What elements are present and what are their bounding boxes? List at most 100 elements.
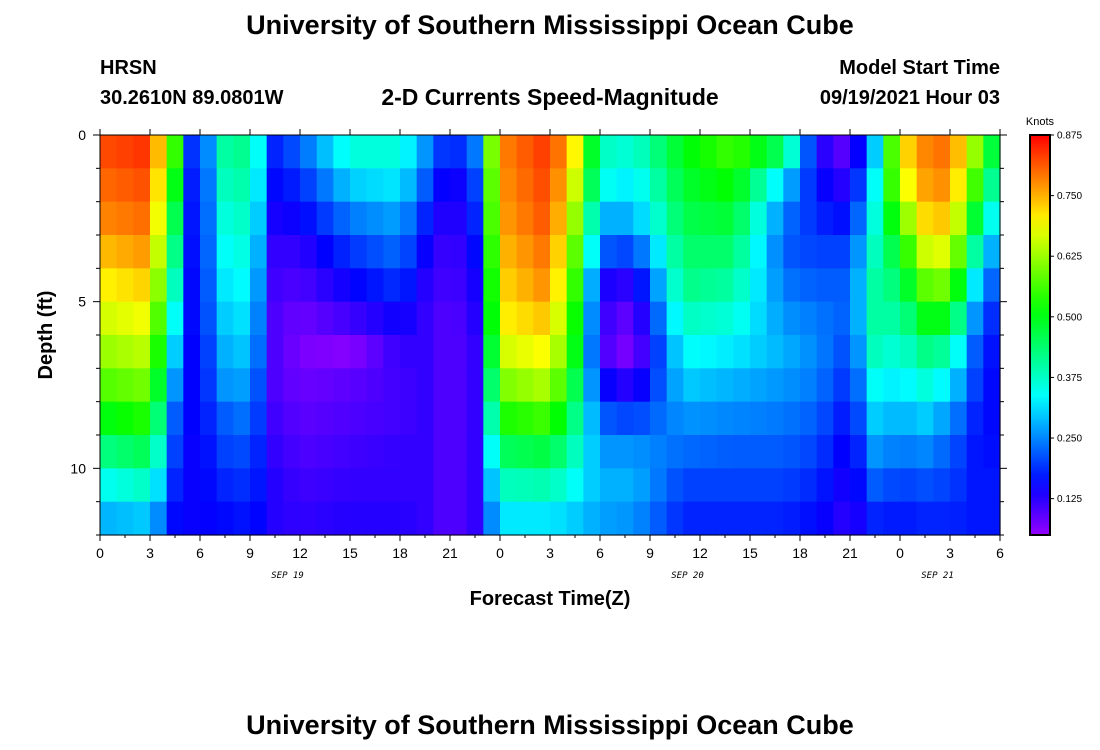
heatmap-cell [283,335,301,369]
heatmap-cell [966,335,984,369]
heatmap-cell [600,368,618,403]
heatmap-cell [850,335,868,369]
heatmap-cell [683,468,701,503]
heatmap-cell [883,201,901,236]
heatmap-cell [133,368,151,403]
heatmap-cell [800,135,818,169]
heatmap-cell [216,268,234,303]
heatmap-cell [200,401,218,436]
heatmap-cell [883,168,901,203]
heatmap-cell [116,435,134,469]
heatmap-cell [400,335,418,369]
heatmap-cell [516,301,534,336]
heatmap-cell [550,435,568,469]
heatmap-cell [650,235,668,269]
heatmap-cell [300,501,318,536]
heatmap-cell [950,468,968,503]
heatmap-cell [283,501,301,536]
heatmap-cell [916,468,934,503]
heatmap-cell [950,401,968,436]
heatmap-cell [666,168,684,203]
heatmap-cell [300,468,318,503]
heatmap-cell [916,368,934,403]
heatmap-cell [983,401,1001,436]
heatmap-cell [216,235,234,269]
heatmap-cell [566,168,584,203]
heatmap-cell [350,401,368,436]
heatmap-cell [383,468,401,503]
heatmap-cell [550,468,568,503]
x-tick-label: 0 [496,545,504,561]
heatmap-cell [866,301,884,336]
heatmap-cell [966,201,984,236]
heatmap-cell [566,368,584,403]
heatmap-cell [750,135,768,169]
heatmap-cell [933,168,951,203]
heatmap-cell [116,401,134,436]
heatmap-cell [716,468,734,503]
heatmap-cell [750,268,768,303]
heatmap-cell [216,168,234,203]
heatmap-cell [100,501,118,536]
heatmap-cell [366,301,384,336]
model-start-label: Model Start Time [839,57,1000,79]
heatmap-cell [716,301,734,336]
x-tick-label: 21 [842,545,858,561]
heatmap-cell [100,168,118,203]
heatmap-cell [200,201,218,236]
heatmap-cell [600,268,618,303]
heatmap-cell [916,301,934,336]
heatmap-cell [716,335,734,369]
heatmap-cell [300,168,318,203]
heatmap-cell [983,368,1001,403]
heatmap-cell [750,335,768,369]
heatmap-cell [283,435,301,469]
heatmap-cell [716,368,734,403]
heatmap-cell [533,235,551,269]
heatmap-cell [300,268,318,303]
heatmap-cell [366,435,384,469]
heatmap-cell [950,301,968,336]
heatmap-cell [366,401,384,436]
heatmap-cell [533,368,551,403]
colorbar-label: Knots [1026,116,1055,128]
heatmap-cell [783,168,801,203]
heatmap-cell [750,501,768,536]
heatmap-cell [450,401,468,436]
heatmap-cell [666,501,684,536]
heatmap-cell [733,501,751,536]
heatmap-cell [900,468,918,503]
heatmap-cell [850,135,868,169]
heatmap-cell [783,335,801,369]
heatmap-cell [816,435,834,469]
heatmap-cell [650,168,668,203]
heatmap-cell [200,501,218,536]
heatmap-cell [800,435,818,469]
heatmap-cell [450,268,468,303]
heatmap-cell [233,168,251,203]
heatmap-cell [183,435,201,469]
heatmap-cell [283,135,301,169]
heatmap-cell [816,268,834,303]
heatmap-cell [500,135,518,169]
heatmap-cell [850,168,868,203]
heatmap-cell [850,301,868,336]
heatmap-cell [816,168,834,203]
heatmap-cell [400,468,418,503]
heatmap-cell [500,335,518,369]
heatmap-cell [783,401,801,436]
heatmap-cell [450,168,468,203]
heatmap-cell [133,201,151,236]
heatmap-cell [916,235,934,269]
model-start-value: 09/19/2021 Hour 03 [819,87,1000,109]
heatmap-cell [800,235,818,269]
heatmap-cell [166,235,184,269]
heatmap-cell [466,201,484,236]
heatmap-cell [650,501,668,536]
heatmap-cell [966,401,984,436]
heatmap-cell [633,501,651,536]
heatmap-cell [983,268,1001,303]
heatmap-cell [383,368,401,403]
heatmap-cell [283,368,301,403]
heatmap-cell [400,435,418,469]
